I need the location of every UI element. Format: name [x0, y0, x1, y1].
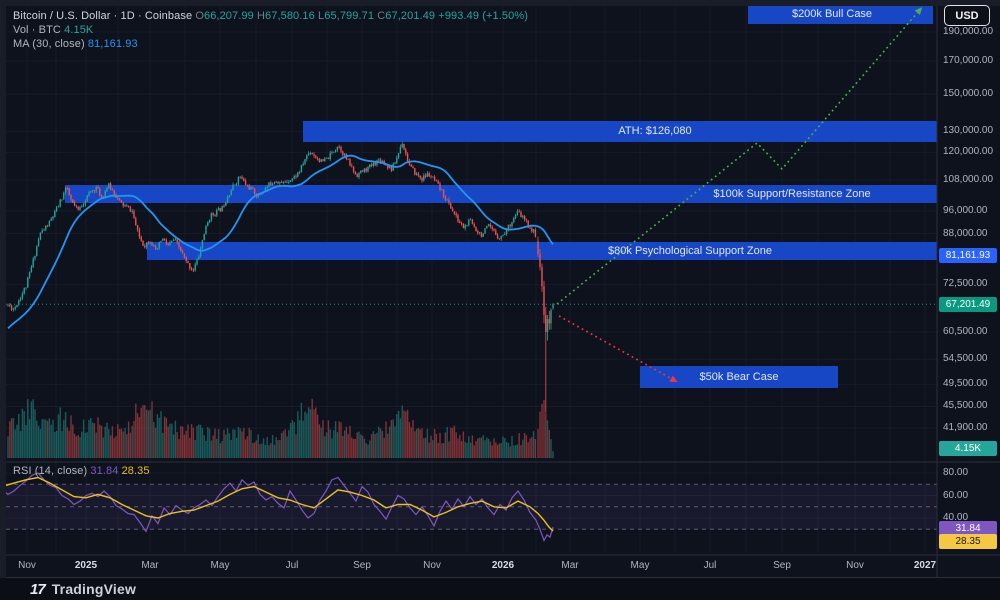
bear-projection-line-arrowhead [669, 375, 678, 383]
zone-s80[interactable] [147, 242, 937, 260]
tradingview-logo-icon[interactable]: 17 [30, 580, 46, 598]
ma30-line [7, 154, 554, 330]
volume-series [7, 398, 554, 458]
zone-ath[interactable] [303, 121, 937, 142]
rsi-ma-line [6, 476, 554, 532]
top-frame-strip [0, 0, 1000, 6]
currency-usd-button[interactable]: USD [944, 5, 990, 26]
zone-bull[interactable] [748, 4, 933, 24]
left-frame-strip [0, 6, 6, 578]
zone-r100[interactable] [65, 185, 937, 203]
bottom-logo-bar: 17 TradingView [0, 578, 1000, 600]
bear-projection-line [558, 315, 673, 380]
bull-projection-line [556, 11, 919, 305]
zone-bear[interactable] [640, 366, 838, 388]
tradingview-logo[interactable]: TradingView [51, 581, 137, 597]
bull-projection-line-arrowhead [914, 7, 923, 16]
rsi-band [6, 484, 937, 530]
